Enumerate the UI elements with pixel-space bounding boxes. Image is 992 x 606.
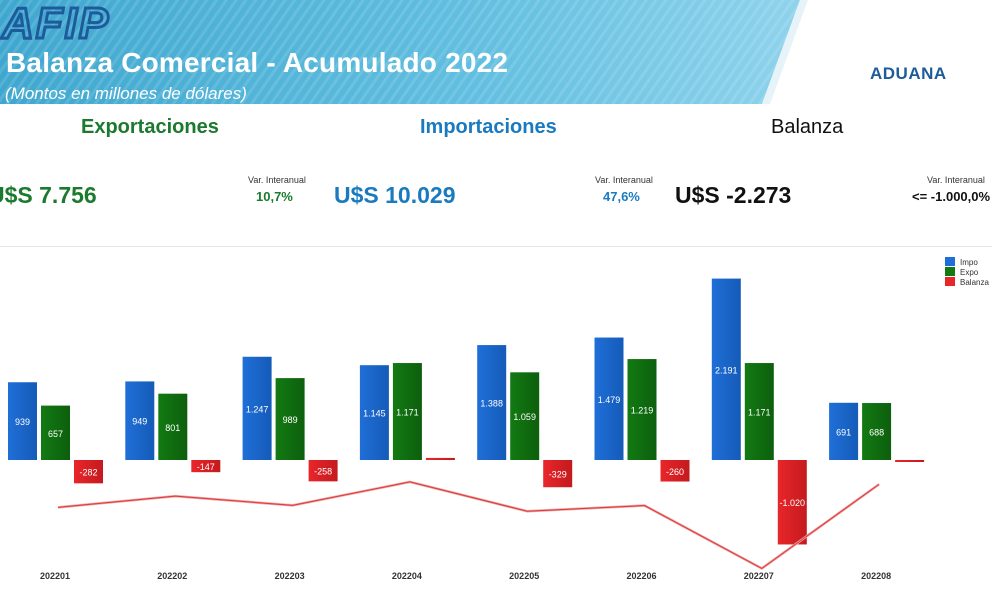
- data-label-expo-202201: 657: [48, 429, 63, 439]
- importaciones-var-label: Var. Interanual: [595, 175, 653, 185]
- balanza-var-label: Var. Interanual: [927, 175, 985, 185]
- data-label-expo-202207: 1.171: [748, 408, 771, 418]
- legend-label-expo: Expo: [960, 268, 979, 277]
- importaciones-header: Importaciones: [420, 116, 557, 138]
- x-tick-label-202204: 202204: [392, 571, 422, 581]
- balanza-trend-line: [57, 481, 880, 570]
- data-label-balanza-202206: -260: [666, 467, 684, 477]
- balanza-var-value: <= -1.000,0%: [912, 189, 991, 204]
- balanza-trend-line-shadow: [57, 480, 880, 570]
- exportaciones-var-label: Var. Interanual: [248, 175, 306, 185]
- header-banner: Balanza Comercial - Acumulado 2022 (Mont…: [0, 0, 992, 104]
- bar-expo-202206: [627, 359, 657, 460]
- bar-balanza-202206: [660, 460, 690, 482]
- bar-expo-202205: [510, 372, 540, 460]
- balanza-chart: 939 657 -282 202201 949 801 -147 202202 1.247 989…: [8, 257, 989, 581]
- bar-balanza-202205: [543, 460, 573, 488]
- data-label-impo-202207: 2.191: [715, 365, 738, 375]
- bar-expo-202207: [744, 363, 774, 460]
- bar-expo-202208: [862, 403, 892, 460]
- x-tick-label-202206: 202206: [626, 571, 656, 581]
- legend-swatch-impo: [945, 257, 955, 266]
- data-label-expo-202206: 1.219: [631, 406, 654, 416]
- x-tick-label-202202: 202202: [157, 571, 187, 581]
- section-divider: [0, 246, 992, 247]
- data-label-expo-202208: 688: [869, 428, 884, 438]
- bar-impo-202207: [711, 278, 741, 460]
- importaciones-value: U$S 10.029: [334, 182, 456, 208]
- exportaciones-var-value: 10,7%: [256, 189, 293, 204]
- page-title: Balanza Comercial - Acumulado 2022: [6, 47, 509, 78]
- data-label-impo-202203: 1.247: [246, 404, 269, 414]
- legend-swatch-balanza: [945, 277, 955, 286]
- bar-impo-202204: [359, 365, 389, 460]
- data-label-balanza-202201: -282: [79, 468, 97, 478]
- exportaciones-header: Exportaciones: [81, 116, 219, 138]
- data-label-impo-202205: 1.388: [480, 399, 503, 409]
- data-label-impo-202206: 1.479: [598, 395, 621, 405]
- bar-expo-202204: [392, 363, 422, 460]
- bar-balanza-202208: [895, 460, 925, 462]
- bar-balanza-202203: [308, 460, 338, 482]
- logo-subtext: ADUANA: [870, 64, 947, 83]
- bar-balanza-202204: [425, 457, 455, 460]
- x-tick-label-202207: 202207: [744, 571, 774, 581]
- importaciones-var-value: 47,6%: [603, 189, 640, 204]
- balanza-header: Balanza: [771, 116, 844, 138]
- bar-balanza-202202: [191, 460, 221, 473]
- bar-expo-202201: [41, 405, 70, 460]
- bar-impo-202208: [829, 402, 859, 460]
- data-label-impo-202201: 939: [15, 417, 30, 427]
- data-label-balanza-202202: -147: [197, 462, 215, 472]
- logo-wordmark: AFIP: [1, 0, 110, 48]
- bar-expo-202203: [275, 378, 305, 460]
- afip-logo: AFIP: [0, 0, 110, 50]
- bar-impo-202201: [8, 382, 37, 460]
- legend-label-impo: Impo: [960, 258, 978, 267]
- data-label-expo-202202: 801: [165, 423, 180, 433]
- x-tick-label-202203: 202203: [275, 571, 305, 581]
- bar-balanza-202207: [777, 460, 807, 545]
- legend-label-balanza: Balanza: [960, 278, 989, 287]
- data-label-expo-202205: 1.059: [513, 412, 536, 422]
- x-tick-label-202208: 202208: [861, 571, 891, 581]
- x-tick-label-202205: 202205: [509, 571, 539, 581]
- data-label-balanza-202203: -258: [314, 467, 332, 477]
- data-label-impo-202204: 1.145: [363, 409, 386, 419]
- page-subtitle: (Montos en millones de dólares): [5, 84, 247, 103]
- bar-impo-202206: [594, 337, 624, 460]
- data-label-balanza-202207: -1.020: [780, 498, 806, 508]
- exportaciones-value: U$S 7.756: [0, 182, 97, 208]
- data-label-impo-202208: 691: [836, 427, 851, 437]
- x-tick-label-202201: 202201: [40, 571, 70, 581]
- data-label-expo-202204: 1.171: [396, 408, 419, 418]
- bar-impo-202205: [477, 345, 507, 460]
- banner-graphic: [0, 0, 808, 104]
- data-label-impo-202202: 949: [132, 417, 147, 427]
- bar-impo-202203: [242, 356, 272, 460]
- legend-swatch-expo: [945, 267, 955, 276]
- bar-balanza-202201: [74, 460, 103, 484]
- balanza-value: U$S -2.273: [675, 182, 792, 208]
- bar-impo-202202: [125, 381, 155, 460]
- data-label-expo-202203: 989: [283, 415, 298, 425]
- bar-expo-202202: [158, 393, 188, 460]
- data-label-balanza-202205: -329: [549, 470, 567, 480]
